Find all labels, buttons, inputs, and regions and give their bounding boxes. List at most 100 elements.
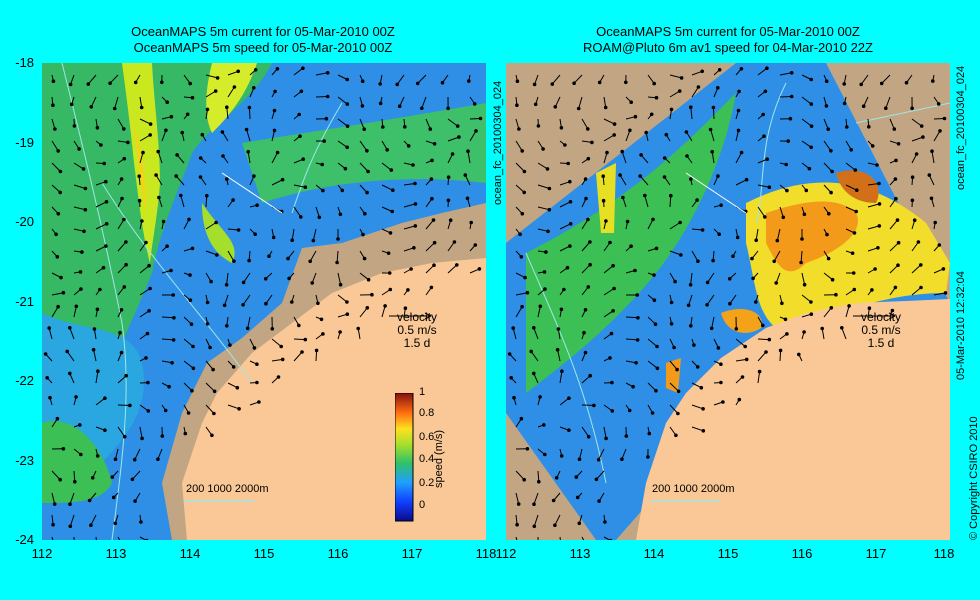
- velocity-arrow-head: [807, 166, 812, 171]
- velocity-arrow: [51, 470, 61, 481]
- velocity-arrow: [644, 195, 649, 208]
- velocity-arrow: [183, 360, 194, 369]
- velocity-arrow-head: [525, 447, 530, 451]
- velocity-arrow-head: [298, 134, 302, 138]
- velocity-arrow: [690, 272, 693, 285]
- velocity-arrow-head: [320, 162, 325, 167]
- velocity-arrow-head: [236, 228, 241, 232]
- velocity-arrow-head: [296, 323, 301, 328]
- velocity-arrow-head: [314, 348, 319, 353]
- velocity-arrow-head: [252, 346, 257, 350]
- velocity-arrow-head: [684, 130, 689, 134]
- velocity-arrow-head: [101, 265, 106, 270]
- velocity-arrow: [889, 219, 898, 230]
- velocity-arrow-head: [104, 179, 108, 184]
- velocity-arrow-head: [273, 89, 277, 94]
- x-tick-right-116: 116: [791, 546, 813, 561]
- velocity-arrow: [247, 151, 251, 164]
- velocity-arrow-head: [345, 124, 350, 129]
- velocity-arrow: [309, 250, 317, 262]
- velocity-arrow-head: [676, 411, 680, 416]
- velocity-arrow-head: [169, 268, 173, 273]
- velocity-arrow: [537, 306, 541, 318]
- velocity-arrow: [69, 327, 75, 340]
- velocity-arrow-head: [185, 112, 190, 117]
- velocity-arrow-head: [175, 153, 179, 157]
- velocity-arrow-head: [56, 211, 61, 216]
- velocity-arrow-head: [719, 362, 723, 367]
- velocity-arrow: [117, 375, 127, 384]
- velocity-arrow-head: [253, 232, 257, 236]
- colorbar-tick-1: 1: [419, 386, 426, 398]
- velocity-arrow: [515, 162, 525, 172]
- velocity-arrow-head: [611, 263, 615, 268]
- velocity-arrow-head: [842, 82, 847, 86]
- velocity-arrow-head: [290, 238, 294, 242]
- velocity-arrow-head: [104, 222, 109, 226]
- velocity-arrow-head: [511, 326, 515, 330]
- velocity-arrow-head: [586, 217, 590, 222]
- velocity-arrow-head: [842, 101, 847, 106]
- velocity-arrow: [530, 351, 539, 362]
- velocity-arrow-head: [861, 104, 866, 109]
- velocity-arrow-head: [77, 147, 81, 151]
- velocity-arrow-head: [303, 185, 308, 189]
- velocity-arrow-head: [189, 322, 194, 327]
- velocity-arrow-head: [53, 127, 57, 131]
- speed-colorbar: [395, 393, 414, 522]
- velocity-arrow: [139, 426, 143, 439]
- velocity-arrow-head: [477, 267, 482, 271]
- velocity-arrow-head: [875, 163, 879, 167]
- velocity-arrow-head: [387, 271, 392, 275]
- velocity-arrow: [155, 174, 163, 186]
- left-velocity-time: 1.5 d: [403, 336, 431, 350]
- velocity-arrow-head: [567, 396, 571, 401]
- velocity-arrow-head: [515, 79, 520, 84]
- right-title-line1: OceanMAPS 5m current for 05-Mar-2010 00Z: [596, 24, 860, 39]
- velocity-arrow-head: [43, 352, 48, 356]
- y-tick-20: -20: [15, 214, 34, 229]
- velocity-arrow: [51, 536, 54, 540]
- velocity-arrow: [271, 130, 275, 142]
- velocity-arrow-head: [532, 371, 536, 376]
- velocity-arrow: [603, 310, 614, 318]
- velocity-arrow-head: [378, 101, 383, 106]
- velocity-arrow: [911, 287, 922, 296]
- velocity-arrow-head: [877, 181, 881, 186]
- velocity-arrow-head: [936, 102, 941, 106]
- velocity-arrow-head: [110, 475, 115, 479]
- roam-speed-green: [526, 93, 736, 393]
- velocity-arrow: [911, 264, 922, 274]
- velocity-arrow-head: [255, 203, 259, 207]
- velocity-arrow: [139, 265, 150, 274]
- velocity-arrow: [823, 307, 832, 318]
- velocity-arrow-head: [847, 304, 851, 308]
- velocity-arrow-head: [140, 436, 144, 441]
- left-title: OceanMAPS 5m current for 05-Mar-2010 00Z…: [40, 24, 486, 56]
- velocity-arrow: [205, 360, 214, 370]
- velocity-arrow: [933, 292, 946, 296]
- velocity-arrow-head: [225, 105, 229, 110]
- velocity-arrow-head: [867, 125, 871, 129]
- velocity-arrow: [359, 307, 368, 318]
- velocity-arrow-head: [124, 262, 128, 267]
- velocity-arrow: [625, 130, 631, 142]
- right-land-mask: [636, 299, 950, 540]
- velocity-arrow: [823, 140, 832, 152]
- velocity-arrow-head: [82, 229, 86, 234]
- velocity-arrow-head: [308, 259, 313, 264]
- y-tick-24: -24: [15, 532, 34, 547]
- velocity-arrow: [73, 306, 77, 318]
- velocity-arrow-head: [336, 237, 340, 241]
- velocity-arrow: [691, 70, 703, 76]
- velocity-arrow-head: [532, 326, 536, 330]
- x-tick-left-116: 116: [327, 546, 349, 561]
- velocity-arrow: [800, 250, 803, 263]
- velocity-arrow-head: [473, 243, 478, 247]
- velocity-arrow-head: [608, 356, 612, 360]
- velocity-arrow-head: [301, 157, 306, 161]
- velocity-arrow-head: [246, 150, 250, 154]
- velocity-arrow-head: [577, 457, 582, 462]
- velocity-arrow: [757, 184, 770, 188]
- velocity-arrow-head: [119, 177, 124, 181]
